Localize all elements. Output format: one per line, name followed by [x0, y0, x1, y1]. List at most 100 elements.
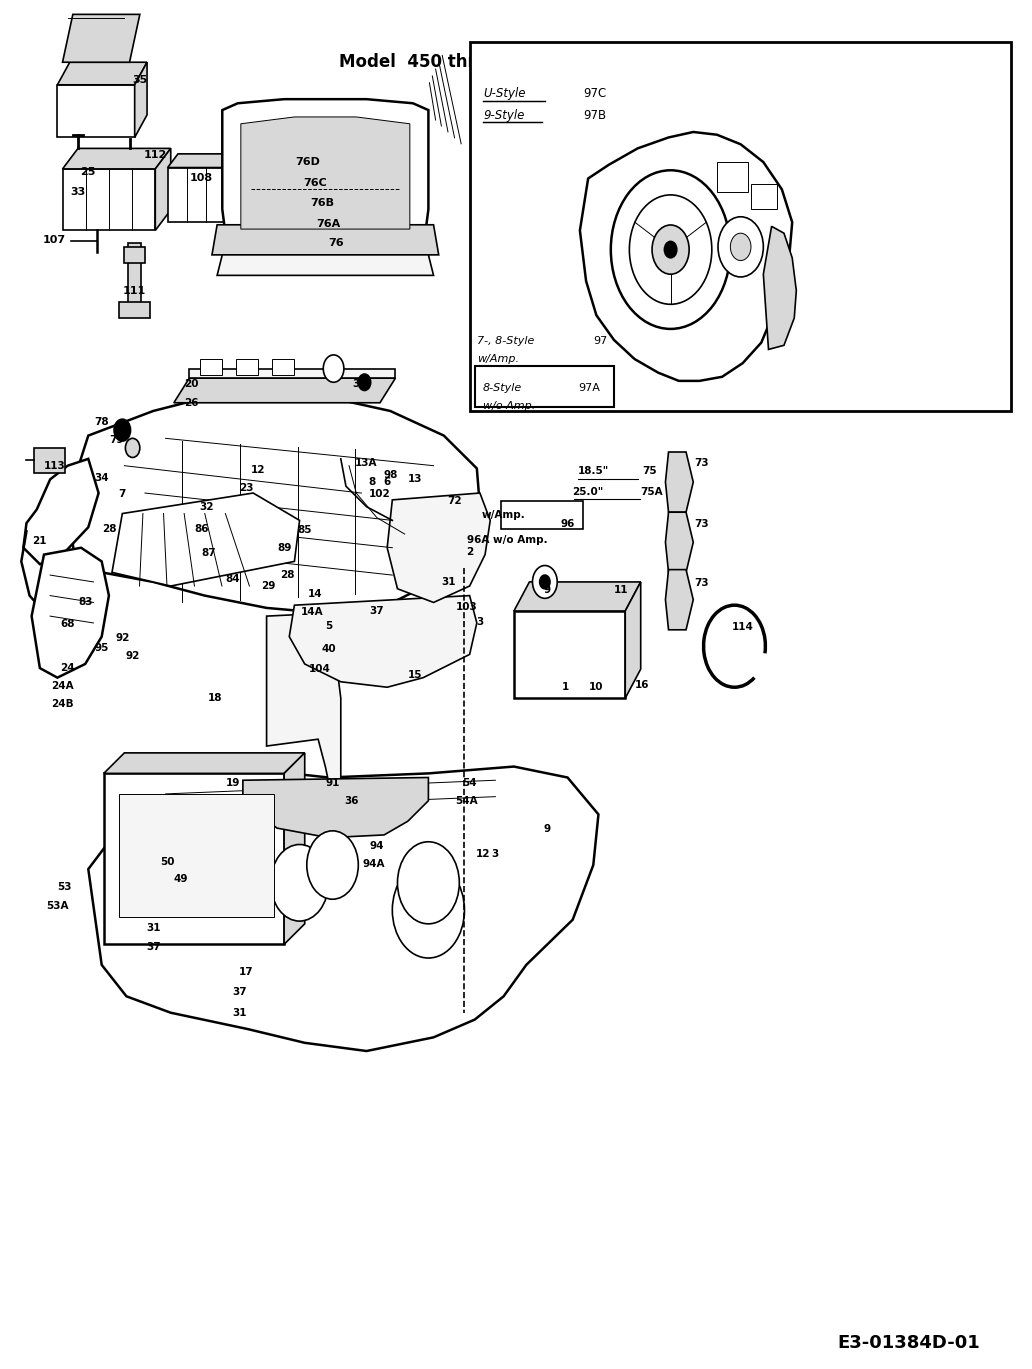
Bar: [470, 41, 1010, 411]
Circle shape: [718, 216, 764, 277]
Text: 37: 37: [232, 987, 247, 997]
Text: 11: 11: [614, 585, 628, 596]
Text: 2: 2: [466, 546, 474, 557]
Polygon shape: [58, 85, 134, 137]
Text: 35: 35: [132, 75, 148, 85]
Text: 104: 104: [310, 664, 331, 675]
Text: 107: 107: [42, 235, 66, 245]
Text: 76C: 76C: [303, 178, 327, 188]
Text: 73: 73: [695, 578, 709, 589]
Text: 24: 24: [60, 663, 75, 674]
Polygon shape: [189, 368, 395, 378]
Text: 92: 92: [116, 632, 129, 643]
Bar: [751, 183, 777, 208]
Text: 34: 34: [94, 474, 109, 483]
Text: 50: 50: [160, 857, 174, 868]
Text: 97B: 97B: [583, 110, 606, 122]
Text: 49: 49: [173, 873, 188, 884]
Text: 8-Style: 8-Style: [483, 383, 522, 393]
Text: 31: 31: [232, 1008, 247, 1017]
Text: 31: 31: [442, 576, 456, 587]
Bar: [475, 366, 614, 407]
Polygon shape: [112, 493, 299, 586]
Text: 53A: 53A: [46, 901, 69, 910]
Text: 28: 28: [280, 570, 294, 580]
Bar: [717, 162, 748, 192]
Text: 36: 36: [344, 795, 358, 806]
Text: 54: 54: [462, 778, 477, 789]
Text: 40: 40: [321, 643, 335, 654]
Text: 33: 33: [70, 188, 86, 197]
Text: 76A: 76A: [316, 219, 341, 229]
Text: 24A: 24A: [52, 680, 74, 691]
Text: 72: 72: [447, 496, 461, 507]
Polygon shape: [289, 596, 477, 687]
Polygon shape: [63, 148, 170, 168]
Text: 9-Style: 9-Style: [483, 110, 524, 122]
Bar: [271, 359, 294, 375]
Text: 23: 23: [238, 482, 253, 493]
Text: 78: 78: [94, 418, 109, 427]
Text: 21: 21: [33, 535, 47, 546]
Polygon shape: [58, 62, 147, 85]
Circle shape: [397, 842, 459, 924]
Polygon shape: [240, 116, 410, 229]
Text: 8: 8: [368, 476, 376, 487]
Polygon shape: [104, 753, 304, 773]
Polygon shape: [134, 62, 147, 137]
Text: 96: 96: [560, 519, 575, 530]
Text: w/Amp.: w/Amp.: [477, 355, 519, 364]
Text: 83: 83: [78, 597, 93, 608]
Text: 13: 13: [408, 474, 422, 485]
Text: 86: 86: [194, 523, 208, 534]
Text: 9: 9: [544, 585, 550, 596]
Polygon shape: [104, 773, 284, 945]
Text: 1: 1: [561, 682, 569, 693]
Text: 6: 6: [384, 476, 391, 487]
Circle shape: [255, 177, 271, 199]
Polygon shape: [63, 14, 139, 62]
Bar: [34, 448, 65, 472]
Text: 97C: 97C: [583, 88, 606, 100]
Text: 18.5": 18.5": [578, 467, 609, 476]
Text: 12: 12: [251, 465, 265, 475]
Polygon shape: [68, 394, 480, 613]
Text: 98: 98: [383, 471, 397, 481]
Circle shape: [611, 170, 731, 329]
Polygon shape: [167, 167, 245, 222]
Polygon shape: [666, 512, 694, 572]
Text: 95: 95: [95, 642, 109, 653]
Polygon shape: [167, 153, 255, 167]
Bar: [120, 301, 150, 318]
Text: w/o Amp.: w/o Amp.: [483, 401, 536, 411]
Text: 91: 91: [325, 778, 340, 789]
Polygon shape: [217, 255, 433, 275]
Circle shape: [652, 225, 689, 274]
Text: Model  450 thru 479: Model 450 thru 479: [338, 52, 528, 71]
Polygon shape: [625, 582, 641, 698]
Polygon shape: [245, 153, 255, 222]
Circle shape: [358, 374, 370, 390]
Text: 26: 26: [184, 398, 198, 408]
Text: 12: 12: [476, 849, 490, 860]
Circle shape: [540, 575, 550, 589]
Text: 89: 89: [277, 542, 291, 553]
Circle shape: [270, 845, 328, 921]
Text: 68: 68: [61, 619, 75, 630]
Circle shape: [115, 419, 131, 441]
Text: 75A: 75A: [641, 486, 664, 497]
Text: 111: 111: [123, 286, 147, 296]
Text: 102: 102: [369, 489, 391, 500]
Text: 31: 31: [146, 923, 160, 932]
Text: 3: 3: [477, 616, 484, 627]
Bar: [501, 501, 583, 528]
Bar: [199, 359, 222, 375]
Text: 25: 25: [80, 167, 96, 177]
Polygon shape: [155, 148, 170, 230]
Polygon shape: [120, 794, 273, 917]
Circle shape: [323, 355, 344, 382]
Polygon shape: [32, 548, 109, 678]
Text: 15: 15: [408, 669, 422, 680]
Text: 16: 16: [635, 679, 649, 690]
Text: 112: 112: [143, 151, 167, 160]
